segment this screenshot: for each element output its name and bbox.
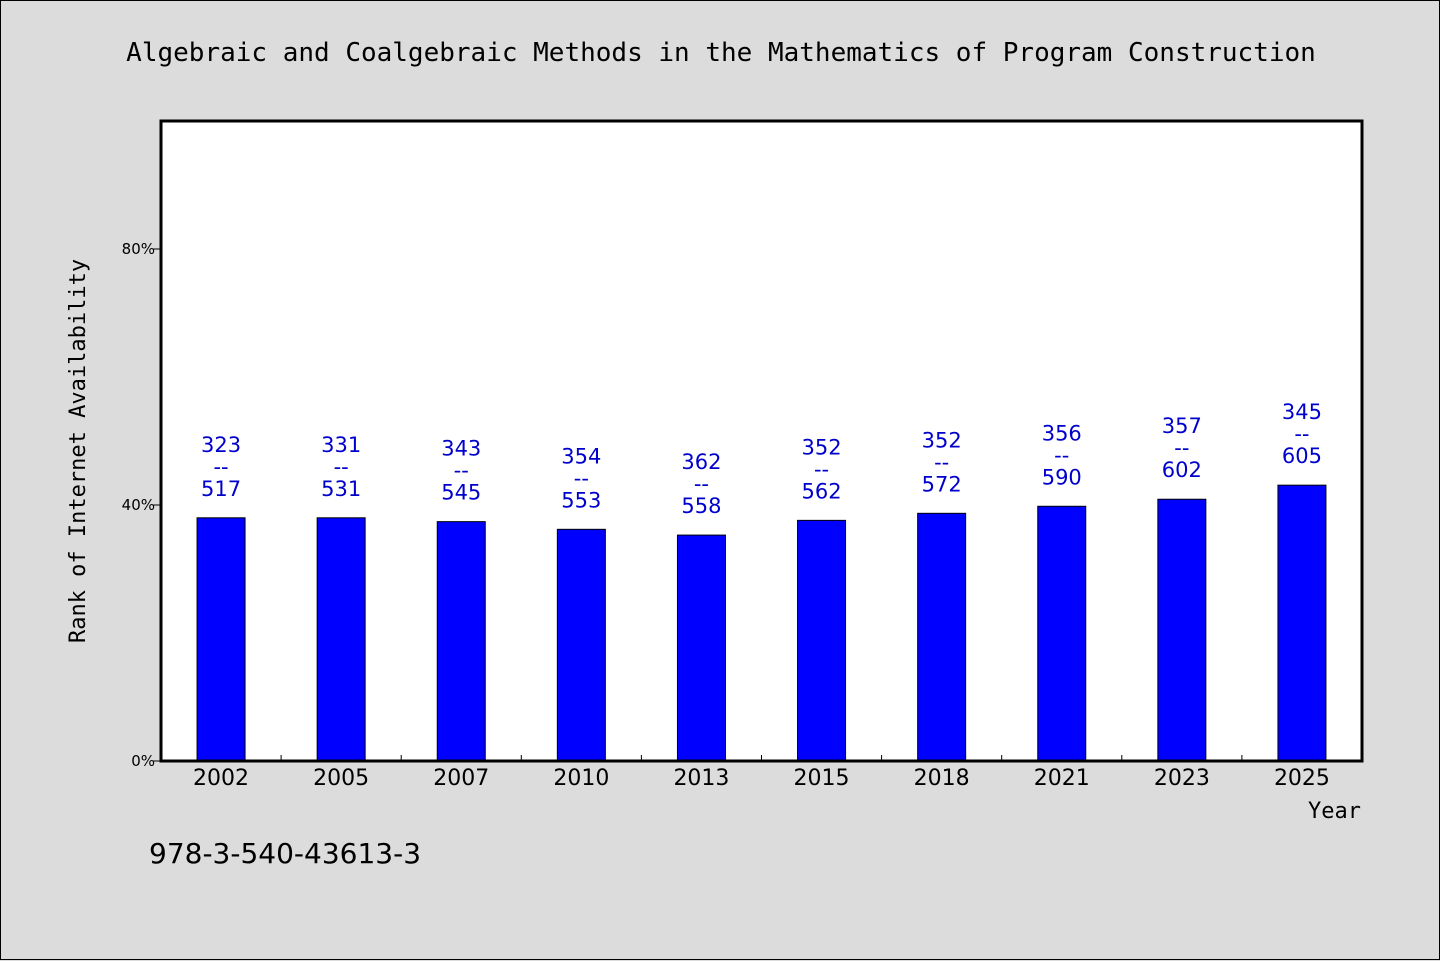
bar-label-bottom-2025: 605 (1282, 444, 1322, 468)
bar-label-top-2018: 352 (922, 428, 962, 452)
y-tick-label-0%: 0% (131, 752, 155, 770)
bar-label-sep-2015: -- (814, 457, 829, 481)
bar-label-bottom-2002: 517 (201, 477, 241, 501)
bar-label-top-2013: 362 (681, 450, 721, 474)
x-tick-label-2023: 2023 (1154, 766, 1210, 791)
y-axis-ticks: 0% 40% 80% (122, 240, 161, 770)
bar-2023 (1157, 498, 1207, 762)
bar-label-top-2021: 356 (1042, 421, 1082, 445)
bar-2007 (436, 521, 486, 762)
y-axis-label: Rank of Internet Availability (66, 259, 91, 643)
bar-2010 (556, 528, 606, 762)
bar-2002 (196, 517, 246, 762)
bar-2005 (316, 517, 366, 762)
bar-label-top-2007: 343 (441, 437, 481, 461)
bar-label-sep-2023: -- (1174, 436, 1189, 460)
x-tick-label-2025: 2025 (1274, 766, 1330, 791)
bar-label-top-2010: 354 (561, 444, 601, 468)
bar-label-top-2005: 331 (321, 433, 361, 457)
bar-label-top-2015: 352 (802, 435, 842, 459)
y-tick-label-40%: 40% (122, 496, 155, 514)
x-tick-label-2018: 2018 (914, 766, 970, 791)
bar-label-bottom-2007: 545 (441, 481, 481, 505)
bar-label-sep-2018: -- (934, 450, 949, 474)
bar-label-bottom-2023: 602 (1162, 458, 1202, 482)
x-tick-label-2013: 2013 (673, 766, 729, 791)
bar-label-top-2023: 357 (1162, 414, 1202, 438)
bar-label-bottom-2015: 562 (802, 479, 842, 503)
x-tick-label-2007: 2007 (433, 766, 489, 791)
bar-label-sep-2007: -- (454, 459, 469, 483)
bar-label-bottom-2018: 572 (922, 472, 962, 496)
x-tick-label-2015: 2015 (794, 766, 850, 791)
bar-label-sep-2002: -- (213, 455, 228, 479)
bar-2025 (1277, 484, 1327, 762)
bar-2018 (917, 512, 967, 762)
bar-labels-layer: 323--517331--531343--545354--553362--558… (201, 400, 1322, 518)
x-tick-label-2005: 2005 (313, 766, 369, 791)
isbn-text: 978-3-540-43613-3 (149, 837, 421, 870)
bar-label-sep-2013: -- (694, 472, 709, 496)
x-tick-label-2010: 2010 (553, 766, 609, 791)
bar-2021 (1037, 505, 1087, 762)
x-tick-label-2021: 2021 (1034, 766, 1090, 791)
bar-2015 (797, 519, 847, 762)
plot-border (159, 119, 1364, 763)
bar-label-sep-2005: -- (334, 455, 349, 479)
bar-label-top-2002: 323 (201, 433, 241, 457)
y-tick-label-80%: 80% (122, 240, 155, 258)
bar-label-bottom-2005: 531 (321, 477, 361, 501)
x-axis-label: Year (1308, 799, 1361, 824)
bar-2013 (676, 534, 726, 762)
bar-label-bottom-2013: 558 (681, 494, 721, 518)
bar-label-sep-2025: -- (1294, 422, 1309, 446)
chart-title: Algebraic and Coalgebraic Methods in the… (126, 38, 1316, 68)
bar-label-sep-2010: -- (574, 466, 589, 490)
x-tick-label-2002: 2002 (193, 766, 249, 791)
bar-label-bottom-2021: 590 (1042, 465, 1082, 489)
bars-layer (196, 484, 1327, 762)
bar-label-bottom-2010: 553 (561, 488, 601, 512)
x-axis-ticks: 2002 2005 2007 2010 2013 2015 2018 2021 2023 2025 (193, 755, 1330, 791)
bar-label-top-2025: 345 (1282, 400, 1322, 424)
bar-label-sep-2021: -- (1054, 443, 1069, 467)
